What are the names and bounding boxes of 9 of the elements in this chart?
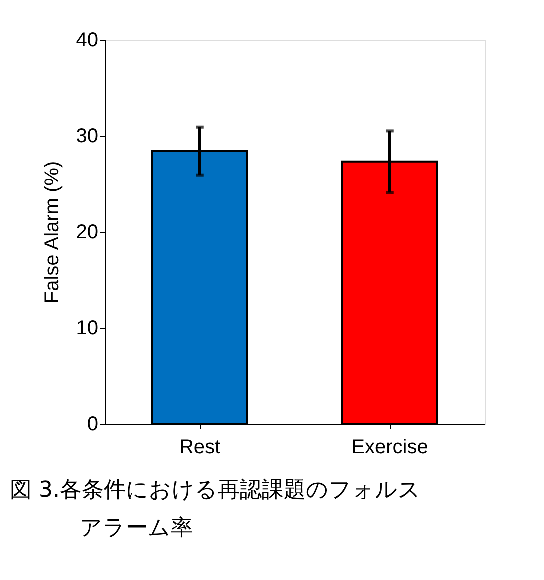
y-tick-label: 0 — [87, 414, 98, 436]
y-tick-label: 20 — [76, 222, 98, 244]
x-tick-label: Exercise — [352, 436, 428, 458]
x-tick-label: Rest — [179, 436, 222, 458]
caption: 図 3.各条件における再認課題のフォルスアラーム率 — [10, 478, 421, 541]
y-tick-label: 10 — [76, 318, 98, 340]
y-tick-label: 40 — [76, 30, 98, 52]
y-axis-title: False Alarm (%) — [41, 161, 64, 304]
y-tick-label: 30 — [76, 126, 98, 148]
